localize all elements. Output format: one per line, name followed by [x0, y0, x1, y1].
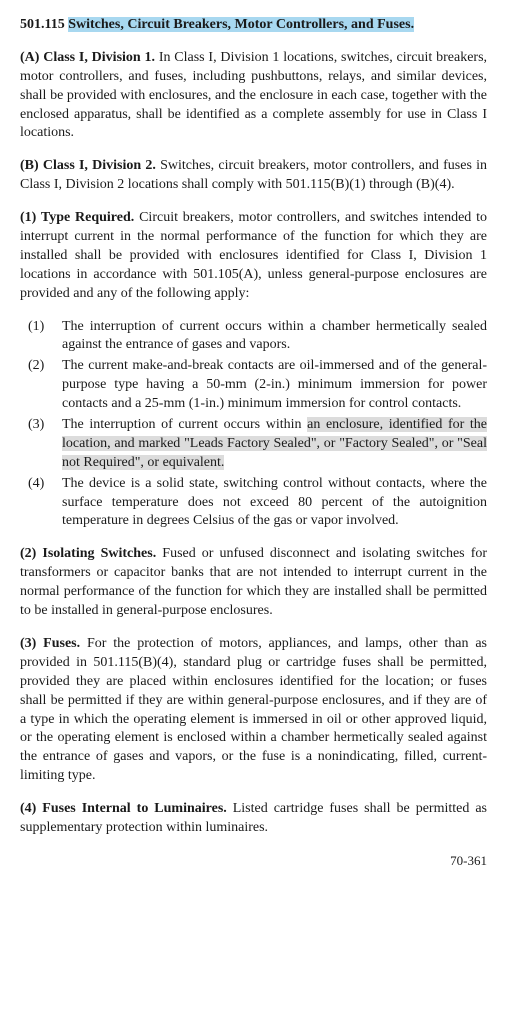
section-number: 501.115 — [20, 17, 65, 32]
section-title: 501.115 Switches, Circuit Breakers, Moto… — [20, 16, 487, 35]
list-text: The current make-and-break contacts are … — [62, 357, 487, 414]
paragraph-b: (B) Class I, Division 2. Switches, circu… — [20, 157, 487, 195]
list-num: (3) — [20, 416, 62, 473]
para-1-heading: (1) Type Required. — [20, 210, 134, 225]
list-num: (1) — [20, 318, 62, 356]
paragraph-2: (2) Isolating Switches. Fused or unfused… — [20, 545, 487, 621]
para-3-heading: (3) Fuses. — [20, 636, 80, 651]
paragraph-a: (A) Class I, Division 1. In Class I, Div… — [20, 49, 487, 143]
list-text: The interruption of current occurs withi… — [62, 318, 487, 356]
conditions-list: (1) The interruption of current occurs w… — [20, 318, 487, 532]
paragraph-3: (3) Fuses. For the protection of motors,… — [20, 635, 487, 786]
para-a-heading: (A) Class I, Division 1. — [20, 50, 155, 65]
list-text-pre: The interruption of current occurs withi… — [62, 417, 307, 432]
list-item: (4) The device is a solid state, switchi… — [20, 475, 487, 532]
list-item: (2) The current make-and-break contacts … — [20, 357, 487, 414]
list-num: (2) — [20, 357, 62, 414]
paragraph-1: (1) Type Required. Circuit breakers, mot… — [20, 209, 487, 303]
list-text: The interruption of current occurs withi… — [62, 416, 487, 473]
list-item: (1) The interruption of current occurs w… — [20, 318, 487, 356]
page-number: 70-361 — [20, 852, 487, 870]
para-b-heading: (B) Class I, Division 2. — [20, 158, 156, 173]
para-2-heading: (2) Isolating Switches. — [20, 546, 156, 561]
paragraph-4: (4) Fuses Internal to Luminaires. Listed… — [20, 800, 487, 838]
para-3-body: For the protection of motors, appliances… — [20, 636, 487, 783]
para-4-heading: (4) Fuses Internal to Luminaires. — [20, 801, 227, 816]
section-title-text: Switches, Circuit Breakers, Motor Contro… — [68, 17, 414, 32]
list-text: The device is a solid state, switching c… — [62, 475, 487, 532]
list-num: (4) — [20, 475, 62, 532]
list-item: (3) The interruption of current occurs w… — [20, 416, 487, 473]
